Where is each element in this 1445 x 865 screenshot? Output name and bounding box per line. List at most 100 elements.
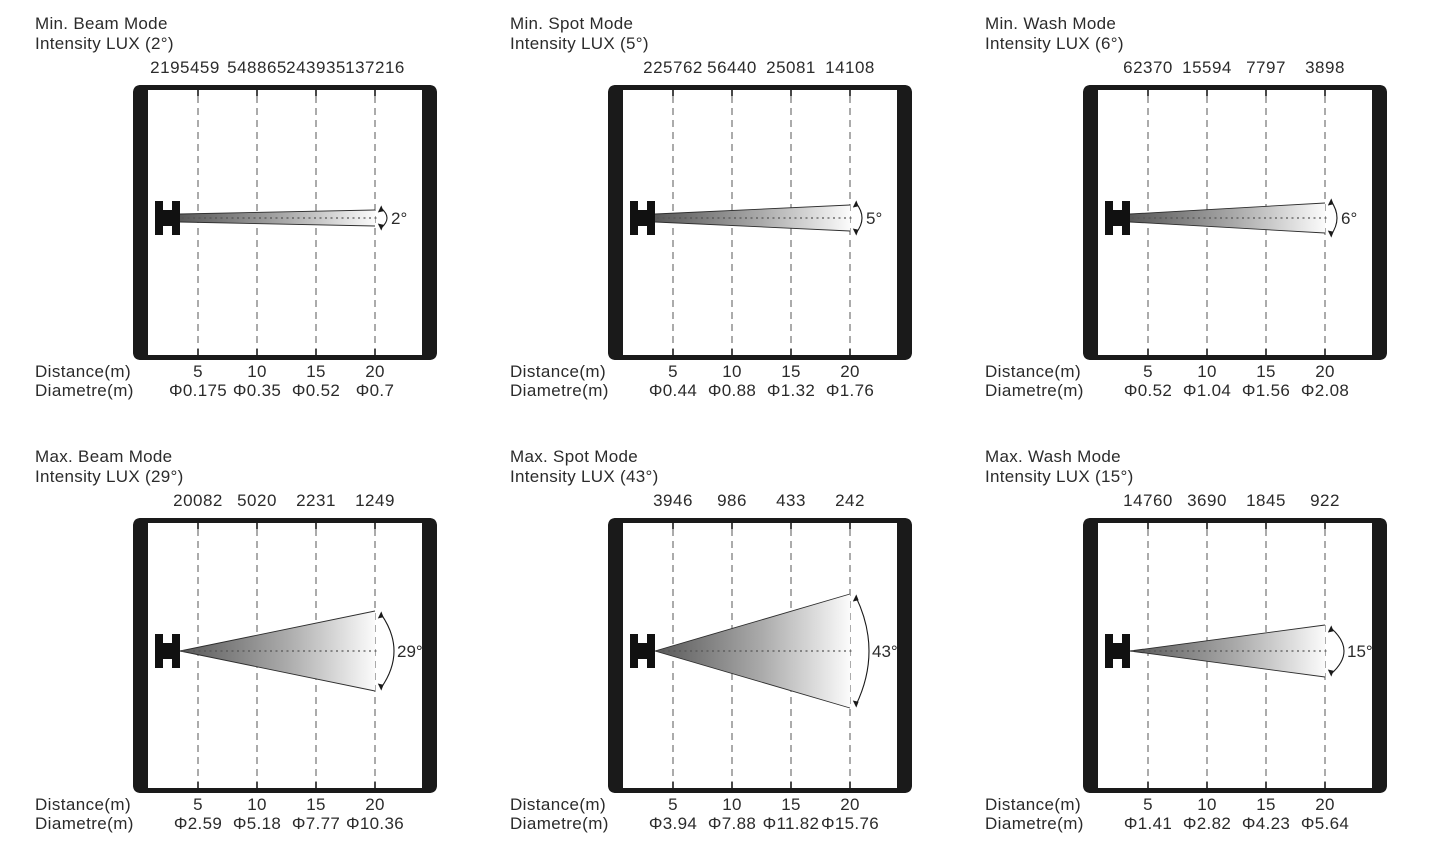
beam-diagram: 43°	[608, 518, 912, 793]
panel-title: Max. Beam Mode	[35, 447, 173, 466]
arc-arrow-top	[377, 611, 384, 619]
beam-diagram: 2°	[133, 85, 437, 360]
distance-value: 15	[781, 795, 801, 814]
intensity-value: 62370	[1123, 58, 1173, 77]
panel-subtitle: Intensity LUX (2°)	[35, 34, 174, 53]
distance-value: 5	[193, 362, 203, 381]
distance-value: 20	[840, 362, 860, 381]
intensity-value: 14760	[1123, 491, 1173, 510]
frame-left-bar	[1083, 85, 1098, 360]
distance-row: Distance(m) 5 10 15 20	[30, 362, 475, 382]
intensity-value: 986	[717, 491, 747, 510]
diameter-value: Φ5.18	[232, 814, 282, 833]
diametre-row-label: Diametre(m)	[35, 381, 134, 400]
beam-edge-bottom	[179, 650, 376, 692]
distance-row-label: Distance(m)	[510, 362, 607, 381]
beam-edge-bottom	[654, 221, 851, 232]
intensity-value: 548865	[227, 58, 287, 77]
diametre-row: Diametre(m) Φ3.94 Φ7.88 Φ11.82 Φ15.76	[505, 814, 950, 834]
distance-value: 5	[1143, 362, 1153, 381]
intensity-value: 1249	[355, 491, 395, 510]
frame-right-bar	[1372, 85, 1387, 360]
panel-title: Min. Beam Mode	[35, 14, 168, 33]
arc-arrow-bottom	[852, 700, 859, 708]
frame-left-bar	[133, 518, 148, 793]
diametre-row-label: Diametre(m)	[510, 814, 609, 833]
panel-header: Max. Wash Mode Intensity LUX (15°)	[985, 447, 1134, 487]
diameter-value: Φ0.44	[648, 381, 698, 400]
distance-row-label: Distance(m)	[985, 362, 1082, 381]
panel-min-spot: Min. Spot Mode Intensity LUX (5°) 225762 56…	[505, 12, 950, 432]
intensity-value: 433	[776, 491, 806, 510]
diameter-value: Φ15.76	[821, 814, 879, 833]
beam-edge-bottom	[654, 650, 851, 709]
intensity-value: 137216	[345, 58, 405, 77]
intensity-value: 56440	[707, 58, 757, 77]
distance-value: 10	[247, 795, 267, 814]
distance-value: 5	[668, 795, 678, 814]
intensity-value: 3690	[1187, 491, 1227, 510]
diameter-value: Φ1.76	[825, 381, 875, 400]
distance-value: 15	[306, 362, 326, 381]
beam-edge-top	[1129, 624, 1326, 652]
intensity-value: 243935	[286, 58, 346, 77]
distance-value: 10	[722, 795, 742, 814]
panel-subtitle: Intensity LUX (15°)	[985, 467, 1134, 486]
distance-value: 5	[668, 362, 678, 381]
distance-value: 5	[193, 795, 203, 814]
diametre-row: Diametre(m) Φ0.52 Φ1.04 Φ1.56 Φ2.08	[980, 381, 1425, 401]
beam-edge-top	[1129, 202, 1326, 215]
beam-edge-bottom	[1129, 221, 1326, 234]
diametre-row-label: Diametre(m)	[985, 381, 1084, 400]
arc-arrow-bottom	[1327, 230, 1334, 238]
arc-arrow-bottom	[377, 223, 384, 231]
intensity-value: 20082	[173, 491, 223, 510]
distance-value: 20	[1315, 362, 1335, 381]
distance-row-label: Distance(m)	[985, 795, 1082, 814]
distance-value: 5	[1143, 795, 1153, 814]
intensity-value: 14108	[825, 58, 875, 77]
arc-arrow-top	[852, 594, 859, 602]
angle-arc	[855, 596, 870, 706]
fixture-icon	[155, 201, 180, 235]
intensity-value: 3898	[1305, 58, 1345, 77]
distance-value: 15	[781, 362, 801, 381]
distance-value: 20	[365, 362, 385, 381]
angle-arc	[1330, 627, 1345, 675]
beam-diagram: 29°	[133, 518, 437, 793]
distance-value: 10	[1197, 362, 1217, 381]
beam-edge-top	[654, 204, 851, 215]
panel-min-beam: Min. Beam Mode Intensity LUX (2°) 2195459 5…	[30, 12, 475, 432]
diameter-value: Φ7.77	[291, 814, 341, 833]
diametre-row-label: Diametre(m)	[35, 814, 134, 833]
panel-max-spot: Max. Spot Mode Intensity LUX (43°) 3946 986…	[505, 445, 950, 865]
intensity-value: 2195459	[150, 58, 220, 77]
beam-edge-top	[179, 610, 376, 652]
panel-header: Max. Spot Mode Intensity LUX (43°)	[510, 447, 659, 487]
distance-row: Distance(m) 5 10 15 20	[980, 362, 1425, 382]
intensity-value: 1845	[1246, 491, 1286, 510]
beam-angle-label: 29°	[397, 642, 423, 661]
panel-header: Min. Wash Mode Intensity LUX (6°)	[985, 14, 1124, 54]
angle-arc	[380, 613, 395, 689]
beam-edge-top	[654, 593, 851, 652]
panel-title: Min. Spot Mode	[510, 14, 634, 33]
intensity-value: 25081	[766, 58, 816, 77]
distance-value: 15	[1256, 795, 1276, 814]
panel-subtitle: Intensity LUX (5°)	[510, 34, 649, 53]
diameter-value: Φ0.35	[232, 381, 282, 400]
frame-right-bar	[1372, 518, 1387, 793]
distance-row: Distance(m) 5 10 15 20	[30, 795, 475, 815]
arc-arrow-top	[1327, 625, 1334, 633]
angle-arc	[855, 202, 863, 234]
intensity-value: 2231	[296, 491, 336, 510]
distance-row-label: Distance(m)	[35, 362, 132, 381]
beam-diagram: 15°	[1083, 518, 1387, 793]
panel-header: Max. Beam Mode Intensity LUX (29°)	[35, 447, 184, 487]
distance-value: 15	[1256, 362, 1276, 381]
panel-subtitle: Intensity LUX (43°)	[510, 467, 659, 486]
diameter-value: Φ7.88	[707, 814, 757, 833]
diametre-row-label: Diametre(m)	[985, 814, 1084, 833]
intensity-value: 15594	[1182, 58, 1232, 77]
distance-value: 10	[1197, 795, 1217, 814]
